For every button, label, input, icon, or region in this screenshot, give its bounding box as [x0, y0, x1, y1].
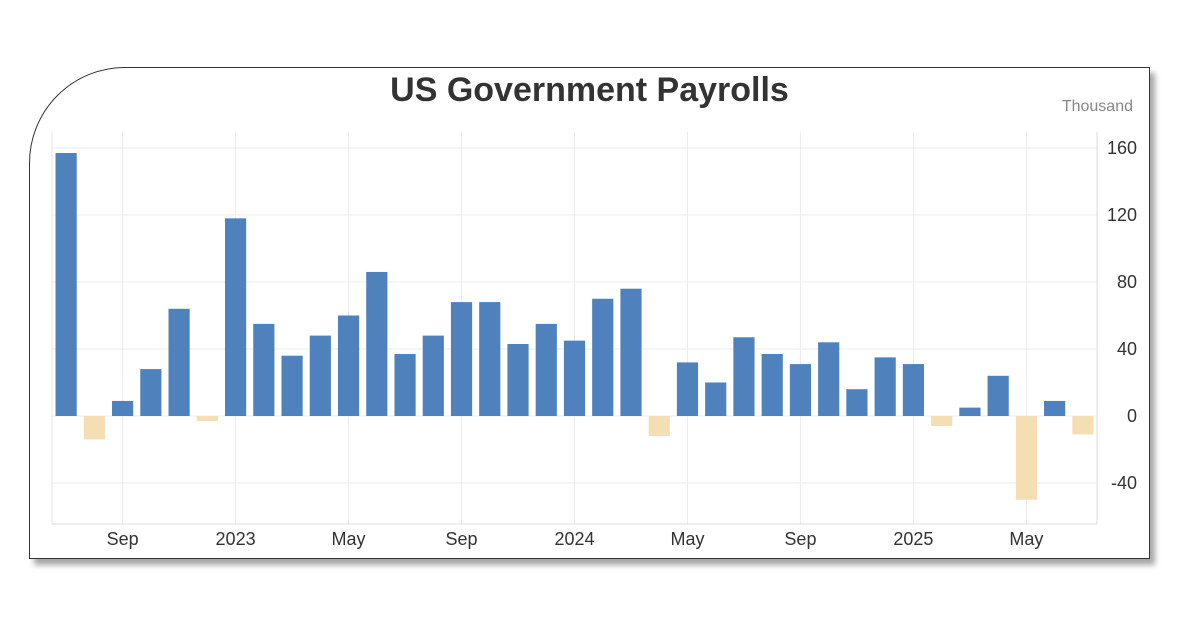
bar [196, 416, 218, 422]
bar [931, 416, 953, 427]
bar [168, 308, 190, 416]
bar [705, 382, 727, 416]
bar [563, 340, 586, 417]
x-tick-label: 2025 [893, 529, 933, 549]
y-tick-label: 120 [1107, 205, 1137, 225]
x-tick-label: 2023 [216, 529, 256, 549]
bar [535, 323, 557, 417]
bar [507, 343, 529, 417]
y-tick-label: 160 [1107, 138, 1137, 158]
bar [83, 416, 105, 440]
bar [676, 362, 699, 416]
bar [959, 407, 981, 417]
bar [479, 302, 501, 416]
bar [761, 354, 783, 416]
chart-card [29, 67, 1150, 559]
y-tick-label: 80 [1117, 272, 1137, 292]
x-tick-label: Sep [784, 529, 816, 549]
bar [366, 271, 388, 416]
y-tick-label: 0 [1127, 406, 1137, 426]
x-tick-label: May [1009, 529, 1043, 549]
bar [140, 369, 162, 416]
bar [422, 335, 444, 416]
bar [1072, 416, 1094, 435]
bar [789, 364, 812, 416]
x-tick-label: Sep [107, 529, 139, 549]
x-tick-label: Sep [446, 529, 478, 549]
x-tick-label: May [670, 529, 704, 549]
bar [733, 337, 755, 416]
bar [1044, 400, 1066, 417]
bar [818, 342, 840, 416]
bar [1015, 416, 1037, 500]
bar [987, 375, 1009, 416]
bar [112, 400, 134, 417]
bar [592, 298, 614, 416]
bar [253, 323, 275, 417]
bar [648, 416, 670, 437]
bar [281, 355, 303, 416]
bar [309, 335, 331, 416]
x-tick-label: 2024 [554, 529, 594, 549]
bar [55, 153, 77, 416]
unit-label: Thousand [1061, 98, 1133, 115]
bar [846, 389, 868, 416]
bar [450, 302, 473, 416]
bar [902, 364, 925, 416]
bar [224, 218, 247, 416]
bar [394, 354, 416, 416]
bar [337, 315, 360, 416]
y-tick-label: 40 [1117, 339, 1137, 359]
bar [874, 357, 896, 417]
y-tick-label: -40 [1111, 473, 1137, 493]
bar [620, 288, 642, 416]
chart-title: US Government Payrolls [390, 71, 789, 109]
x-tick-label: May [332, 529, 366, 549]
